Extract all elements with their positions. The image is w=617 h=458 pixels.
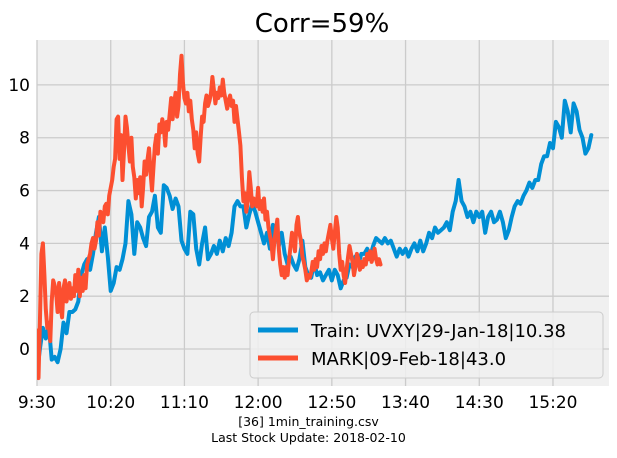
x-tick-label: 12:50 <box>307 393 356 413</box>
legend-label-1: Train: UVXY|29-Jan-18|10.38 <box>310 321 566 342</box>
y-tick-label: 2 <box>19 287 30 307</box>
legend: Train: UVXY|29-Jan-18|10.38 MARK|09-Feb-1… <box>249 311 604 379</box>
series-line-2 <box>37 53 383 381</box>
x-tick-label: 11:10 <box>160 393 209 413</box>
x-tick-label: 9:30 <box>18 393 56 413</box>
x-tick-label: 12:00 <box>234 393 283 413</box>
y-tick-label: 4 <box>19 234 30 254</box>
x-axis: 9:30 10:20 11:10 12:00 12:50 13:40 14:30 15:20 <box>18 393 578 413</box>
y-tick-label: 8 <box>19 129 30 149</box>
y-axis: 0 2 4 6 8 10 <box>8 76 30 360</box>
y-tick-label: 10 <box>8 76 30 96</box>
footer-last-update: Last Stock Update: 2018-02-10 <box>211 430 406 445</box>
y-tick-label: 0 <box>19 340 30 360</box>
legend-box <box>249 311 604 379</box>
x-tick-label: 14:30 <box>455 393 504 413</box>
x-tick-label: 10:20 <box>86 393 135 413</box>
x-tick-label: 15:20 <box>528 393 577 413</box>
footer-filename: [36] 1min_training.csv <box>238 414 379 429</box>
series-lines <box>37 53 594 381</box>
y-tick-label: 6 <box>19 182 30 202</box>
chart-title: Corr=59% <box>255 9 390 39</box>
x-tick-label: 13:40 <box>381 393 430 413</box>
legend-label-2: MARK|09-Feb-18|43.0 <box>311 349 506 370</box>
